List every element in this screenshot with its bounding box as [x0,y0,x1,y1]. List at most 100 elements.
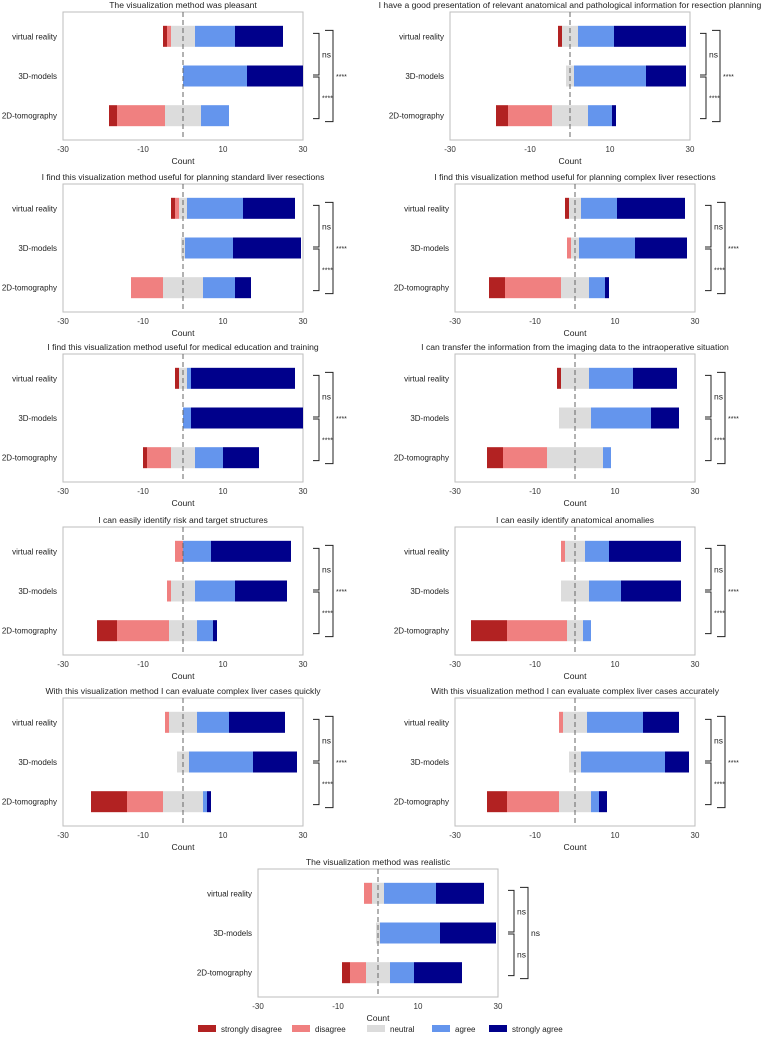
x-tick-label: -10 [137,660,149,669]
bar-virtual-reality-agree [578,25,614,47]
x-tick-label: -30 [57,660,69,669]
significance-label: **** [336,416,347,423]
chart-title: I find this visualization method useful … [434,172,715,182]
bar-2d-tomography-strongly-agree [605,277,609,299]
legend: strongly disagree disagree neutral agree str… [198,1025,563,1034]
category-label: 2D-tomography [2,284,57,293]
bracket-vr-3d [700,32,707,76]
chart-panel-5: I find this visualization method useful … [2,342,347,508]
bracket-vr-3d [313,718,320,762]
significance-brackets: ns **** **** [705,715,739,809]
bracket-vr-3d [313,32,320,76]
bracket-vr-2d [325,371,334,465]
bar-3d-models-agree [185,237,233,259]
significance-label: ns [714,565,723,575]
chart-title: I can transfer the information from the … [421,342,729,352]
bar-virtual-reality-strongly-agree [235,25,283,47]
significance-label: **** [714,781,725,788]
legend-label: disagree [315,1025,346,1034]
significance-label: ns [322,565,331,575]
bar-2d-tomography-strongly-agree [207,791,211,813]
x-tick-label: -30 [449,487,461,496]
x-tick-label: -10 [524,145,536,154]
chart-panel-2: I have a good presentation of relevant a… [379,0,762,166]
x-tick-label: 10 [606,145,615,154]
x-tick-label: -30 [444,145,456,154]
bar-2d-tomography-strongly-agree [213,620,217,642]
legend-label: neutral [390,1025,415,1034]
x-tick-label: 10 [219,831,228,840]
legend-label: strongly agree [512,1025,563,1034]
x-tick-label: 30 [299,487,308,496]
bracket-vr-3d [313,547,320,591]
bar-2d-tomography-agree [195,447,223,469]
bar-3d-models-disagree [167,580,171,602]
x-axis-label: Count [564,842,588,852]
bar-2d-tomography-disagree [117,620,169,642]
bar-3d-models-agree [581,751,665,773]
bar-virtual-reality-strongly-disagree [175,367,179,389]
significance-label: ns [714,736,723,746]
significance-label: **** [336,74,347,81]
bracket-3d-2d [700,76,707,120]
category-label: virtual reality [12,718,57,727]
category-label: virtual reality [12,32,57,41]
bar-virtual-reality-disagree [175,197,179,219]
significance-label: **** [714,610,725,617]
bracket-vr-3d [705,374,712,418]
bar-virtual-reality-disagree [175,540,183,562]
category-label: 3D-models [18,414,57,423]
chart-panel-4: I find this visualization method useful … [394,172,739,338]
bar-2d-tomography-strongly-agree [414,962,462,984]
chart-panel-6: I can transfer the information from the … [394,342,739,508]
bar-3d-models-strongly-agree [635,237,687,259]
category-label: 2D-tomography [394,798,449,807]
x-tick-label: 30 [691,831,700,840]
category-label: 3D-models [213,929,252,938]
x-tick-label: -30 [57,487,69,496]
bar-2d-tomography-disagree [503,447,547,469]
category-label: 3D-models [410,758,449,767]
x-axis-label: Count [564,498,588,508]
x-tick-label: -10 [529,317,541,326]
bracket-vr-2d [717,371,726,465]
bracket-3d-2d [313,76,320,120]
bar-2d-tomography-neutral [552,105,588,127]
chart-panel-9: With this visualization method I can eva… [2,686,347,852]
bracket-vr-2d [712,29,721,123]
category-label: virtual reality [12,204,57,213]
bar-virtual-reality-strongly-agree [609,540,681,562]
category-label: virtual reality [399,32,444,41]
category-label: 3D-models [18,244,57,253]
x-axis-label: Count [564,671,588,681]
bar-virtual-reality-disagree [364,882,372,904]
bar-virtual-reality-agree [183,540,211,562]
x-tick-label: -30 [57,145,69,154]
bar-2d-tomography-neutral [163,277,203,299]
significance-label: **** [728,760,739,767]
bar-virtual-reality-agree [587,711,643,733]
significance-label: ns [322,222,331,232]
x-axis-label: Count [172,498,196,508]
legend-swatch-strongly-agree [489,1025,507,1032]
significance-brackets: ns **** **** [705,201,739,295]
bar-3d-models-strongly-agree [191,407,303,429]
bar-2d-tomography-agree [583,620,591,642]
x-tick-label: 30 [494,1002,503,1011]
bar-2d-tomography-disagree [507,620,567,642]
chart-title: The visualization method was pleasant [109,0,257,10]
x-tick-label: -30 [449,660,461,669]
category-label: virtual reality [404,718,449,727]
bar-2d-tomography-neutral [165,105,201,127]
bracket-vr-3d [705,204,712,248]
x-tick-label: 10 [219,317,228,326]
bar-virtual-reality-agree [581,197,617,219]
bracket-vr-3d [313,374,320,418]
bar-virtual-reality-strongly-agree [211,540,291,562]
bar-2d-tomography-strongly-agree [223,447,259,469]
chart-title: I have a good presentation of relevant a… [379,0,762,10]
category-label: virtual reality [207,889,252,898]
category-label: 2D-tomography [2,454,57,463]
x-tick-label: -10 [332,1002,344,1011]
